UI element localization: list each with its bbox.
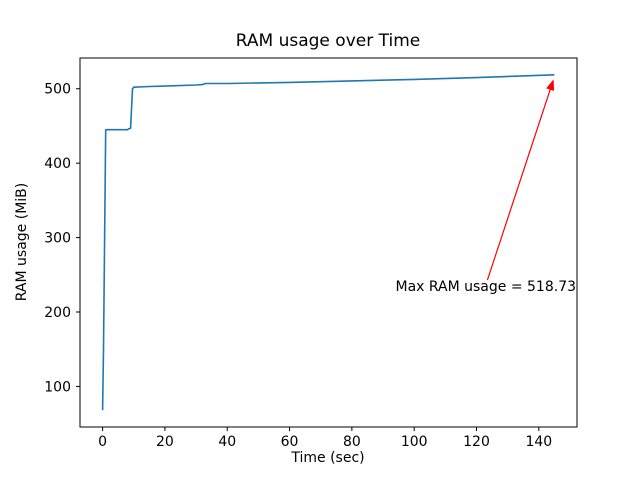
x-axis-label: Time (sec): [290, 450, 364, 466]
x-tick-label: 100: [401, 434, 428, 450]
y-tick-label: 300: [44, 231, 71, 247]
chart-title: RAM usage over Time: [236, 31, 420, 51]
axes-frame: [79, 57, 578, 428]
y-tick-label: 400: [44, 156, 71, 172]
ram-usage-line: [101, 74, 555, 411]
annotation-arrow-icon: [486, 79, 555, 281]
y-tick-label: 200: [44, 305, 71, 321]
x-tick-label: 80: [343, 434, 361, 450]
x-axis-ticks: 0 20 40 60 80 100 120 140: [98, 427, 552, 450]
x-tick-label: 140: [525, 434, 552, 450]
x-tick-label: 120: [463, 434, 490, 450]
x-tick-label: 60: [281, 434, 299, 450]
x-tick-label: 40: [218, 434, 236, 450]
y-axis-ticks: 100 200 300 400 500: [44, 82, 80, 395]
y-tick-label: 500: [44, 82, 71, 98]
annotation-text: Max RAM usage = 518.73: [395, 279, 576, 295]
y-tick-label: 100: [44, 379, 71, 395]
plot-area: [80, 58, 577, 427]
y-axis-label: RAM usage (MiB): [14, 183, 30, 301]
x-tick-label: 20: [156, 434, 174, 450]
max-annotation: Max RAM usage = 518.73: [395, 79, 576, 295]
x-tick-label: 0: [98, 434, 107, 450]
